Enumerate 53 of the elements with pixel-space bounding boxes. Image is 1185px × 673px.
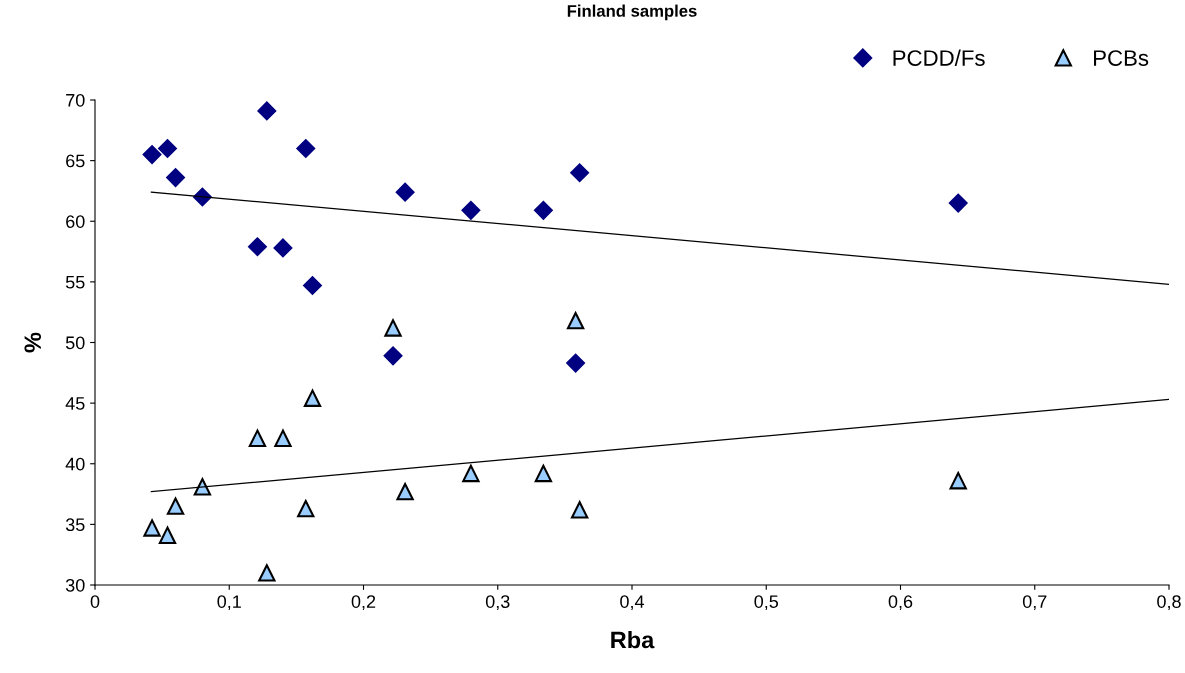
y-tick-label: 45 xyxy=(65,397,85,410)
y-tick-label: 40 xyxy=(65,457,85,471)
x-tick-label: 0,6 xyxy=(888,595,913,611)
point xyxy=(570,501,589,519)
y-tick-label: 65 xyxy=(66,154,85,168)
point xyxy=(296,138,316,159)
point xyxy=(534,464,553,483)
x-tick-label: 0,8 xyxy=(1157,595,1181,611)
point xyxy=(257,101,277,121)
point xyxy=(384,319,402,337)
legend-label: PCBs xyxy=(1094,50,1149,66)
y-tick-label: 50 xyxy=(65,336,85,350)
point xyxy=(297,499,315,518)
point xyxy=(566,312,585,330)
point xyxy=(248,429,267,447)
point xyxy=(396,482,414,501)
y-tick-label: 30 xyxy=(65,578,85,592)
point xyxy=(566,353,586,373)
point xyxy=(533,200,553,220)
x-tick-label: 0 xyxy=(90,595,100,608)
point xyxy=(166,168,186,188)
y-tick-label: 70 xyxy=(66,93,85,107)
legend-label: PCDD/Fs xyxy=(893,49,985,66)
x-tick-label: 0,2 xyxy=(351,595,376,611)
point xyxy=(166,497,185,515)
x-tick-label: 0,5 xyxy=(754,595,779,611)
point xyxy=(258,564,276,582)
point xyxy=(273,238,293,258)
y-tick-label: 60 xyxy=(66,215,85,228)
point xyxy=(948,193,968,213)
x-tick-label: 0,1 xyxy=(217,595,241,611)
point xyxy=(461,200,481,220)
x-tick-label: 0,7 xyxy=(1022,595,1047,611)
point xyxy=(462,464,480,483)
point xyxy=(570,163,590,183)
point xyxy=(142,145,162,165)
point xyxy=(302,275,323,296)
y-tick-label: 35 xyxy=(65,518,85,532)
point xyxy=(395,182,415,202)
point xyxy=(274,429,292,447)
point xyxy=(158,526,177,544)
point xyxy=(247,237,267,257)
y-tick-label: 55 xyxy=(65,276,85,289)
point xyxy=(157,138,178,159)
x-tick-label: 0,3 xyxy=(485,595,510,611)
point xyxy=(949,472,967,490)
point xyxy=(303,389,322,407)
x-tick-label: 0,4 xyxy=(620,595,645,611)
point xyxy=(383,346,403,366)
x-axis-title: Rba xyxy=(611,631,655,649)
y-axis-title: % xyxy=(24,332,42,353)
chart-title: Finland samples xyxy=(567,4,697,21)
point xyxy=(143,519,161,537)
